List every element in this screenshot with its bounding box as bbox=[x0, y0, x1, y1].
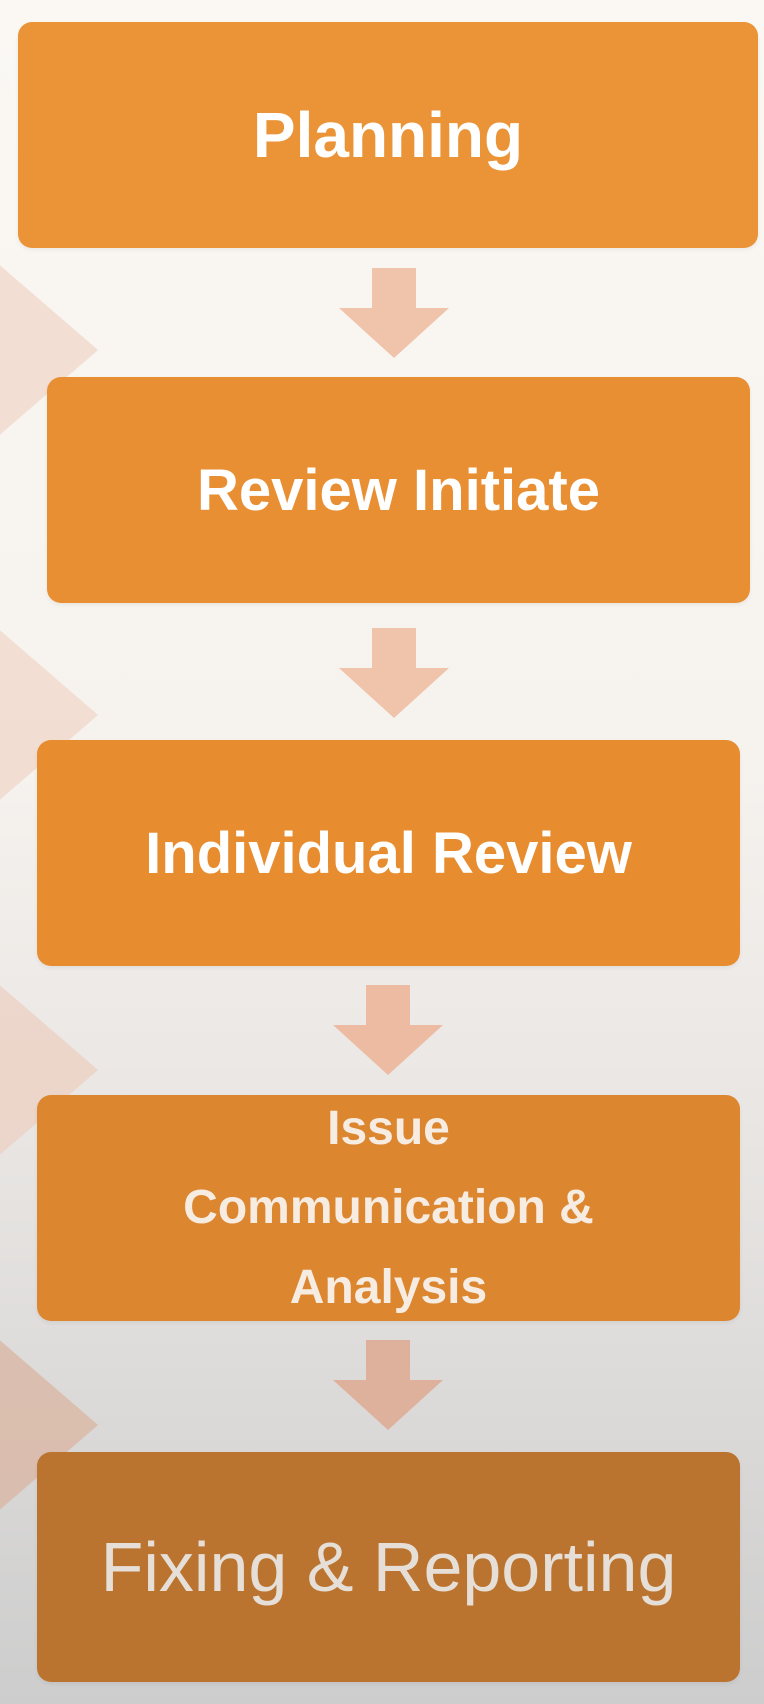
down-arrow-icon bbox=[339, 628, 449, 718]
step-review-initiate: Review Initiate bbox=[47, 377, 750, 603]
down-arrow-icon bbox=[333, 1340, 443, 1430]
step-individual-review: Individual Review bbox=[37, 740, 740, 966]
step-label: Individual Review bbox=[145, 820, 632, 886]
step-label-line-2: Communication & bbox=[183, 1181, 594, 1235]
step-label-line-1: Issue bbox=[327, 1102, 450, 1156]
step-issue-communication-analysis: Issue Communication & Analysis bbox=[37, 1095, 740, 1321]
step-label: Fixing & Reporting bbox=[100, 1528, 677, 1606]
down-arrow-icon bbox=[333, 985, 443, 1075]
step-planning: Planning bbox=[18, 22, 758, 248]
step-label: Planning bbox=[252, 99, 524, 171]
step-label-line-3: Analysis bbox=[289, 1260, 488, 1314]
down-arrow-icon bbox=[339, 268, 449, 358]
step-fixing-reporting: Fixing & Reporting bbox=[37, 1452, 740, 1682]
step-label: Review Initiate bbox=[197, 457, 600, 523]
